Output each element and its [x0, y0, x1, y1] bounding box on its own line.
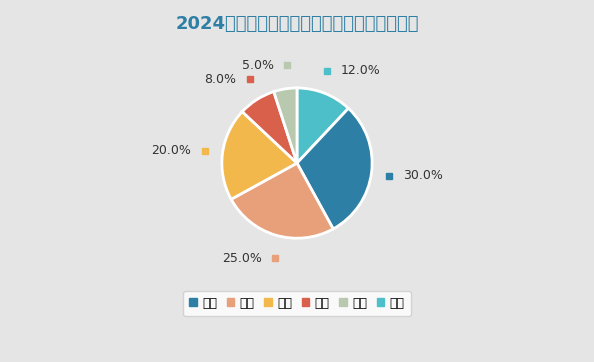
Text: 20.0%: 20.0%	[151, 144, 191, 157]
Wedge shape	[242, 92, 297, 163]
Text: 12.0%: 12.0%	[341, 64, 381, 77]
Text: 25.0%: 25.0%	[222, 252, 262, 265]
Title: 2024年家用路由器各品牌销售额份额占比情况: 2024年家用路由器各品牌销售额份额占比情况	[175, 15, 419, 33]
Wedge shape	[297, 108, 372, 229]
Wedge shape	[274, 88, 297, 163]
Text: 30.0%: 30.0%	[403, 169, 443, 182]
Wedge shape	[297, 88, 349, 163]
Text: 5.0%: 5.0%	[242, 59, 274, 72]
Legend: 华为, 小米, 普联, 中兴, 华硕, 其他: 华为, 小米, 普联, 中兴, 华硕, 其他	[184, 291, 410, 316]
Wedge shape	[222, 111, 297, 199]
Text: 8.0%: 8.0%	[204, 73, 236, 86]
Wedge shape	[231, 163, 333, 238]
